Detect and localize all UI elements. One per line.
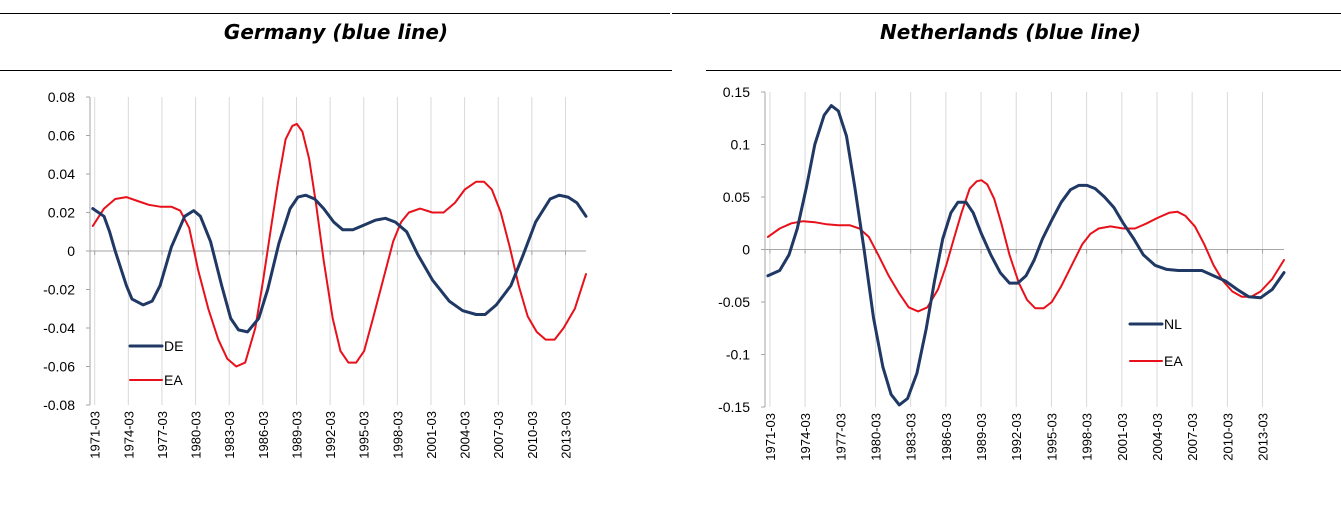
chart1-series-line-nl <box>766 104 1286 407</box>
chart1-x-tick-label: 1983-03 <box>904 413 919 461</box>
chart0-y-tick-label: 0.04 <box>48 166 75 182</box>
chart0-y-tick-label: -0.08 <box>43 397 75 413</box>
chart0-x-tick-label: 1989-03 <box>289 411 304 459</box>
chart1-y-tick-label: -0.15 <box>718 399 750 415</box>
chart0-x-tick-label: 1977-03 <box>155 411 170 459</box>
chart1-legend-label-ea: EA <box>1164 353 1183 369</box>
chart0-y-tick-label: -0.02 <box>43 282 75 298</box>
chart0-x-tick-label: 1980-03 <box>189 411 204 459</box>
chart1-x-tick-label: 1971-03 <box>763 413 778 461</box>
chart0-y-tick-label: -0.06 <box>43 359 75 375</box>
title-rule-left <box>0 70 672 71</box>
chart0-y-tick-label: -0.04 <box>43 320 75 336</box>
chart0-x-tick-label: 1974-03 <box>121 411 136 459</box>
top-rule-left <box>0 13 670 14</box>
chart0-x-tick-label: 1992-03 <box>323 411 338 459</box>
chart0-legend-label-ea: EA <box>164 372 183 388</box>
chart1-x-tick-label: 1974-03 <box>798 413 813 461</box>
chart1-x-tick-label: 1992-03 <box>1009 413 1024 461</box>
chart0-series-line-ea <box>91 122 587 368</box>
chart1-x-tick-label: 1977-03 <box>833 413 848 461</box>
chart1-y-tick-label: 0.15 <box>723 84 750 100</box>
chart0-series-line-de <box>91 193 588 334</box>
chart0-x-tick-label: 1986-03 <box>256 411 271 459</box>
chart1-x-tick-label: 2010-03 <box>1220 413 1235 461</box>
chart0-x-tick-label: 2001-03 <box>424 411 439 459</box>
chart0-x-tick-label: 1971-03 <box>88 411 103 459</box>
chart1-y-tick-label: 0 <box>742 242 750 258</box>
chart-netherlands: 1971-03 1974-03 1977-03 1980-03 1983-03 1986-… <box>718 84 1286 461</box>
chart1-y-tick-label: 0.1 <box>731 137 751 153</box>
chart1-series-line-ea <box>766 179 1285 313</box>
chart0-y-tick-label: 0.08 <box>48 89 75 105</box>
chart0-x-tick-label: 2010-03 <box>525 411 540 459</box>
chart1-x-tick-label: 1998-03 <box>1080 413 1095 461</box>
chart1-x-tick-label: 1989-03 <box>974 413 989 461</box>
chart1-y-tick-label: -0.1 <box>726 347 750 363</box>
chart1-x-tick-label: 2007-03 <box>1185 413 1200 461</box>
chart1-x-tick-label: 1980-03 <box>868 413 883 461</box>
chart0-y-tick-label: 0.02 <box>48 205 75 221</box>
chart1-x-tick-label: 1986-03 <box>939 413 954 461</box>
chart0-x-tick-label: 1995-03 <box>357 411 372 459</box>
chart0-x-tick-label: 2004-03 <box>458 411 473 459</box>
panel-title-netherlands: Netherlands (blue line) <box>879 20 1142 44</box>
chart0-x-tick-label: 2007-03 <box>491 411 506 459</box>
chart1-x-tick-label: 2004-03 <box>1150 413 1165 461</box>
chart0-legend-label-de: DE <box>164 338 183 354</box>
top-rule-right <box>672 13 1341 14</box>
panel-title-germany: Germany (blue line) <box>223 20 449 44</box>
chart1-y-tick-label: -0.05 <box>718 294 750 310</box>
chart1-legend-label-nl: NL <box>1164 316 1182 332</box>
chart0-y-tick-label: 0 <box>67 243 75 259</box>
title-rule-right <box>706 70 1341 71</box>
chart1-x-tick-label: 1995-03 <box>1044 413 1059 461</box>
chart0-y-tick-label: 0.06 <box>48 128 75 144</box>
chart1-x-tick-label: 2001-03 <box>1115 413 1130 461</box>
chart-germany: 1971-03 1974-03 1977-03 1980-03 1983-03 1986-… <box>43 89 588 459</box>
chart0-x-tick-label: 1983-03 <box>222 411 237 459</box>
chart1-y-tick-label: 0.05 <box>723 189 750 205</box>
chart1-x-tick-label: 2013-03 <box>1256 413 1271 461</box>
chart0-x-tick-label: 2013-03 <box>558 411 573 459</box>
chart0-x-tick-label: 1998-03 <box>390 411 405 459</box>
